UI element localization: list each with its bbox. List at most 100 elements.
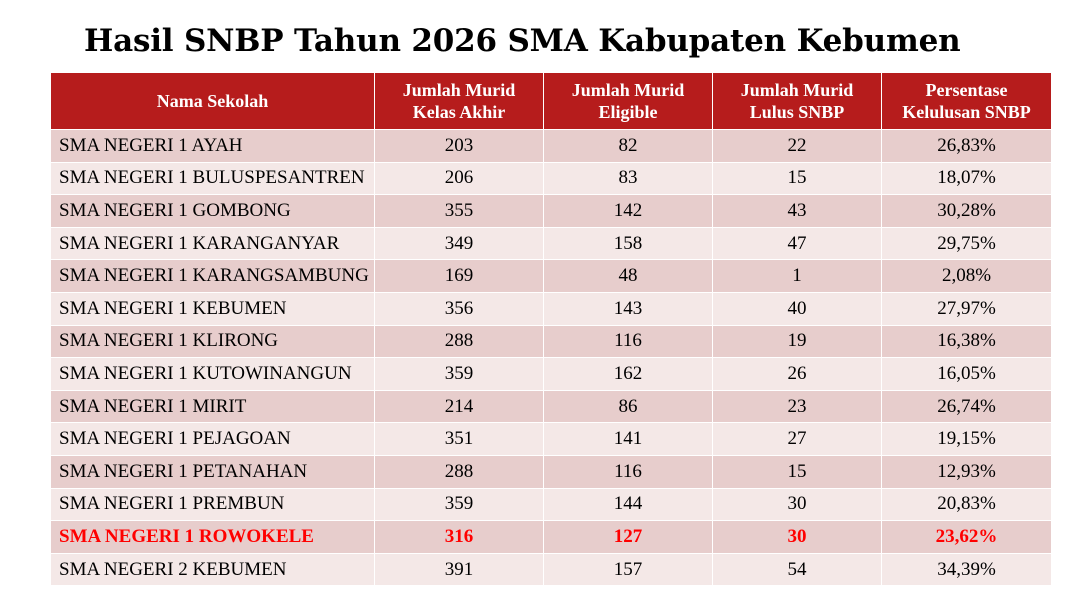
cell-persentase: 16,38%: [881, 324, 1052, 359]
cell-persentase: 12,93%: [881, 454, 1052, 489]
cell-eligible: 82: [543, 129, 713, 163]
cell-persentase: 34,39%: [881, 552, 1052, 587]
cell-persentase: 16,05%: [881, 357, 1052, 391]
cell-school-name: SMA NEGERI 1 KEBUMEN: [50, 291, 375, 326]
table-row: SMA NEGERI 1 KARANGSAMBUNG 169 48 1 2,08%: [50, 259, 1052, 293]
header-kelas-akhir: Jumlah Murid Kelas Akhir: [374, 72, 544, 130]
table-row: SMA NEGERI 1 KEBUMEN 356 143 40 27,97%: [50, 291, 1052, 326]
cell-kelas-akhir: 316: [374, 520, 544, 554]
cell-school-name: SMA NEGERI 1 KARANGANYAR: [50, 226, 375, 261]
table-row: SMA NEGERI 1 PEJAGOAN 351 141 27 19,15%: [50, 422, 1052, 456]
cell-lulus-snbp: 15: [712, 161, 882, 196]
cell-kelas-akhir: 359: [374, 357, 544, 391]
table-row: SMA NEGERI 1 BULUSPESANTREN 206 83 15 18,07%: [50, 161, 1052, 196]
table-row: SMA NEGERI 1 KARANGANYAR 349 158 47 29,75%: [50, 226, 1052, 261]
cell-lulus-snbp: 23: [712, 389, 882, 424]
cell-eligible: 142: [543, 194, 713, 228]
cell-eligible: 86: [543, 389, 713, 424]
cell-lulus-snbp: 43: [712, 194, 882, 228]
cell-kelas-akhir: 206: [374, 161, 544, 196]
cell-persentase: 20,83%: [881, 487, 1052, 522]
cell-lulus-snbp: 40: [712, 291, 882, 326]
header-label: Kelas Akhir: [412, 102, 506, 122]
cell-eligible: 116: [543, 454, 713, 489]
cell-school-name: SMA NEGERI 1 AYAH: [50, 129, 375, 163]
table-row: SMA NEGERI 1 MIRIT 214 86 23 26,74%: [50, 389, 1052, 424]
header-eligible: Jumlah Murid Eligible: [543, 72, 713, 130]
cell-lulus-snbp: 54: [712, 552, 882, 587]
cell-persentase: 18,07%: [881, 161, 1052, 196]
table-row: SMA NEGERI 1 GOMBONG 355 142 43 30,28%: [50, 194, 1052, 228]
cell-lulus-snbp: 1: [712, 259, 882, 293]
cell-eligible: 48: [543, 259, 713, 293]
header-label: Jumlah Murid: [740, 80, 854, 100]
cell-persentase: 23,62%: [881, 520, 1052, 554]
cell-kelas-akhir: 203: [374, 129, 544, 163]
header-label: Lulus SNBP: [749, 102, 845, 122]
page-title: Hasil SNBP Tahun 2026 SMA Kabupaten Kebu…: [84, 23, 961, 59]
cell-school-name: SMA NEGERI 1 ROWOKELE: [50, 520, 375, 554]
table-row: SMA NEGERI 1 AYAH 203 82 22 26,83%: [50, 129, 1052, 163]
cell-eligible: 127: [543, 520, 713, 554]
table-row: SMA NEGERI 1 PETANAHAN 288 116 15 12,93%: [50, 454, 1052, 489]
cell-kelas-akhir: 351: [374, 422, 544, 456]
header-label: Jumlah Murid: [402, 80, 516, 100]
header-label: Jumlah Murid: [571, 80, 685, 100]
cell-school-name: SMA NEGERI 1 PEJAGOAN: [50, 422, 375, 456]
cell-lulus-snbp: 30: [712, 487, 882, 522]
cell-lulus-snbp: 15: [712, 454, 882, 489]
table-row-highlighted: SMA NEGERI 1 ROWOKELE 316 127 30 23,62%: [50, 520, 1052, 554]
results-table: Nama Sekolah Jumlah Murid Kelas Akhir Ju…: [50, 72, 1052, 587]
cell-eligible: 116: [543, 324, 713, 359]
cell-persentase: 27,97%: [881, 291, 1052, 326]
cell-kelas-akhir: 169: [374, 259, 544, 293]
header-nama-sekolah: Nama Sekolah: [50, 72, 375, 130]
table-header: Nama Sekolah Jumlah Murid Kelas Akhir Ju…: [50, 72, 1052, 130]
cell-kelas-akhir: 359: [374, 487, 544, 522]
cell-school-name: SMA NEGERI 1 PREMBUN: [50, 487, 375, 522]
cell-persentase: 30,28%: [881, 194, 1052, 228]
cell-school-name: SMA NEGERI 1 KUTOWINANGUN: [50, 357, 375, 391]
header-label: Eligible: [598, 102, 658, 122]
header-label: Nama Sekolah: [156, 91, 269, 111]
cell-persentase: 19,15%: [881, 422, 1052, 456]
cell-school-name: SMA NEGERI 1 PETANAHAN: [50, 454, 375, 489]
cell-persentase: 26,74%: [881, 389, 1052, 424]
cell-kelas-akhir: 214: [374, 389, 544, 424]
cell-school-name: SMA NEGERI 1 BULUSPESANTREN: [50, 161, 375, 196]
cell-lulus-snbp: 19: [712, 324, 882, 359]
cell-school-name: SMA NEGERI 1 KLIRONG: [50, 324, 375, 359]
cell-eligible: 157: [543, 552, 713, 587]
cell-persentase: 29,75%: [881, 226, 1052, 261]
table-row: SMA NEGERI 2 KEBUMEN 391 157 54 34,39%: [50, 552, 1052, 587]
cell-kelas-akhir: 349: [374, 226, 544, 261]
header-lulus-snbp: Jumlah Murid Lulus SNBP: [712, 72, 882, 130]
table-row: SMA NEGERI 1 PREMBUN 359 144 30 20,83%: [50, 487, 1052, 522]
cell-eligible: 83: [543, 161, 713, 196]
cell-kelas-akhir: 288: [374, 324, 544, 359]
header-label: Kelulusan SNBP: [902, 102, 1031, 122]
cell-kelas-akhir: 355: [374, 194, 544, 228]
table-row: SMA NEGERI 1 KUTOWINANGUN 359 162 26 16,05%: [50, 357, 1052, 391]
table-row: SMA NEGERI 1 KLIRONG 288 116 19 16,38%: [50, 324, 1052, 359]
cell-persentase: 2,08%: [881, 259, 1052, 293]
header-label: Persentase: [925, 80, 1008, 100]
cell-eligible: 158: [543, 226, 713, 261]
cell-kelas-akhir: 288: [374, 454, 544, 489]
header-persentase: Persentase Kelulusan SNBP: [881, 72, 1052, 130]
table-body: SMA NEGERI 1 AYAH 203 82 22 26,83% SMA NEGERI…: [50, 129, 1052, 587]
cell-persentase: 26,83%: [881, 129, 1052, 163]
cell-school-name: SMA NEGERI 2 KEBUMEN: [50, 552, 375, 587]
cell-eligible: 141: [543, 422, 713, 456]
cell-eligible: 162: [543, 357, 713, 391]
cell-lulus-snbp: 47: [712, 226, 882, 261]
cell-kelas-akhir: 356: [374, 291, 544, 326]
cell-lulus-snbp: 26: [712, 357, 882, 391]
cell-lulus-snbp: 22: [712, 129, 882, 163]
cell-school-name: SMA NEGERI 1 MIRIT: [50, 389, 375, 424]
cell-school-name: SMA NEGERI 1 KARANGSAMBUNG: [50, 259, 375, 293]
cell-lulus-snbp: 27: [712, 422, 882, 456]
cell-kelas-akhir: 391: [374, 552, 544, 587]
cell-lulus-snbp: 30: [712, 520, 882, 554]
cell-eligible: 143: [543, 291, 713, 326]
